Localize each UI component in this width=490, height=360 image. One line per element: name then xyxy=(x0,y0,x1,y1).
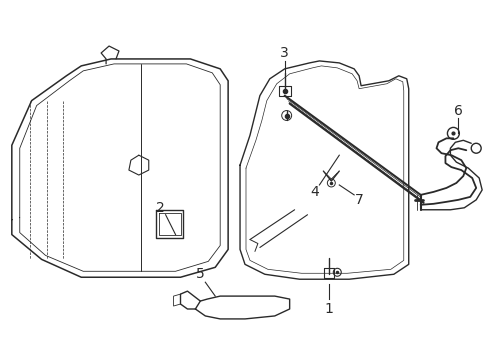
Text: 3: 3 xyxy=(280,46,289,60)
Text: 6: 6 xyxy=(454,104,463,118)
Text: 4: 4 xyxy=(310,185,319,199)
Text: 2: 2 xyxy=(156,201,165,215)
Text: 7: 7 xyxy=(355,193,364,207)
Text: 1: 1 xyxy=(325,302,334,316)
Text: 5: 5 xyxy=(196,267,205,281)
